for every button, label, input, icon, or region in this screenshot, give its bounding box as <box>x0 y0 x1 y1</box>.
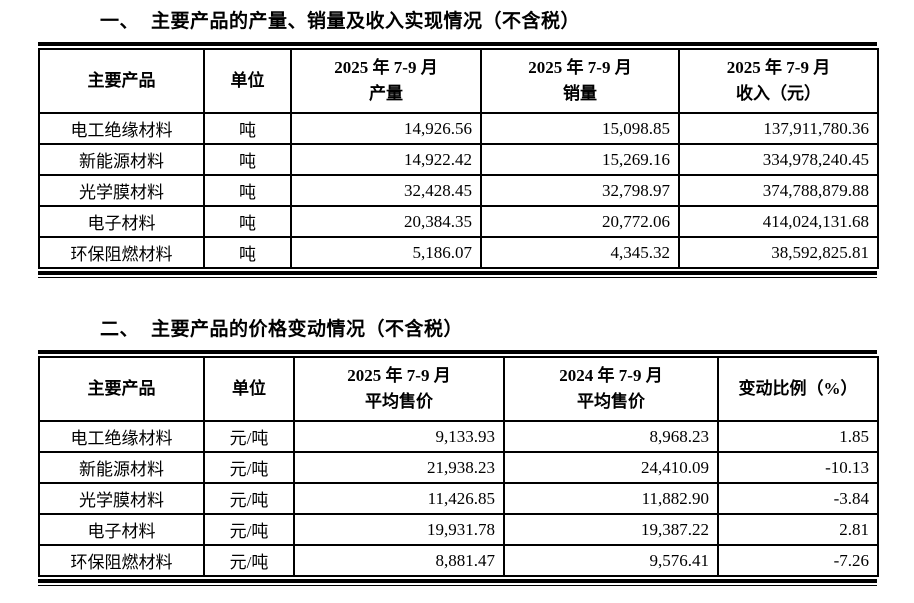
section1-title: 一、 主要产品的产量、销量及收入实现情况（不含税） <box>100 6 877 33</box>
table-row: 环保阻燃材料吨 5,186.07 4,345.32 38,592,825.81 <box>38 236 879 269</box>
product-cell: 电子材料 <box>38 513 205 546</box>
unit-cell: 吨 <box>203 236 292 269</box>
value-cell: 32,428.45 <box>290 174 482 207</box>
section2-title: 二、 主要产品的价格变动情况（不含税） <box>100 314 877 341</box>
unit-cell: 吨 <box>203 205 292 238</box>
value-cell: 2.81 <box>717 513 879 546</box>
table1-header-row: 主要产品 单位 2025 年 7-9 月 产量 2025 年 7-9 月 销量 <box>38 48 879 114</box>
col-header-revenue-2025: 2025 年 7-9 月 收入（元） <box>678 48 879 114</box>
value-cell: 24,410.09 <box>503 451 719 484</box>
product-cell: 电子材料 <box>38 205 205 238</box>
table1-body: 电工绝缘材料吨 14,926.56 15,098.85 137,911,780.36 新… <box>38 112 879 269</box>
product-cell: 新能源材料 <box>38 451 205 484</box>
col-header-avg-price-2024: 2024 年 7-9 月 平均售价 <box>503 356 719 422</box>
production-sales-revenue-table: 主要产品 单位 2025 年 7-9 月 产量 2025 年 7-9 月 销量 <box>38 42 879 275</box>
value-cell: 14,922.42 <box>290 143 482 176</box>
value-cell: 38,592,825.81 <box>678 236 879 269</box>
unit-cell: 元/吨 <box>203 451 295 484</box>
unit-cell: 吨 <box>203 174 292 207</box>
section2-title-text: 主要产品的价格变动情况（不含税） <box>151 319 464 340</box>
product-cell: 电工绝缘材料 <box>38 420 205 453</box>
value-cell: 21,938.23 <box>293 451 505 484</box>
product-cell: 电工绝缘材料 <box>38 112 205 145</box>
table1-bottom-rule <box>38 277 877 278</box>
value-cell: 4,345.32 <box>480 236 680 269</box>
col-header-output-2025: 2025 年 7-9 月 产量 <box>290 48 482 114</box>
product-cell: 光学膜材料 <box>38 174 205 207</box>
value-cell: 14,926.56 <box>290 112 482 145</box>
table-row: 光学膜材料 元/吨 11,426.85 11,882.90 -3.84 <box>38 482 879 515</box>
value-cell: 20,772.06 <box>480 205 680 238</box>
value-cell: 414,024,131.68 <box>678 205 879 238</box>
product-cell: 新能源材料 <box>38 143 205 176</box>
value-cell: 374,788,879.88 <box>678 174 879 207</box>
table-row: 电子材料吨 20,384.35 20,772.06 414,024,131.68 <box>38 205 879 238</box>
value-cell: -7.26 <box>717 544 879 577</box>
col-header-product: 主要产品 <box>38 48 205 114</box>
product-cell: 光学膜材料 <box>38 482 205 515</box>
col-header-avg-price-2025: 2025 年 7-9 月 平均售价 <box>293 356 505 422</box>
unit-cell: 吨 <box>203 143 292 176</box>
unit-cell: 吨 <box>203 112 292 145</box>
table-row: 新能源材料吨 14,922.42 15,269.16 334,978,240.45 <box>38 143 879 176</box>
price-change-table: 主要产品 单位 2025 年 7-9 月 平均售价 2024 年 7-9 月 平… <box>38 350 879 583</box>
unit-cell: 元/吨 <box>203 513 295 546</box>
table-section1: 主要产品 单位 2025 年 7-9 月 产量 2025 年 7-9 月 销量 <box>38 48 879 269</box>
table-row: 环保阻燃材料 元/吨 8,881.47 9,576.41 -7.26 <box>38 544 879 577</box>
col-header-product: 主要产品 <box>38 356 205 422</box>
product-cell: 环保阻燃材料 <box>38 544 205 577</box>
section1-title-text: 主要产品的产量、销量及收入实现情况（不含税） <box>151 11 581 32</box>
value-cell: 9,576.41 <box>503 544 719 577</box>
table2-bottom-rule <box>38 585 877 586</box>
value-cell: 19,931.78 <box>293 513 505 546</box>
value-cell: 11,426.85 <box>293 482 505 515</box>
unit-cell: 元/吨 <box>203 420 295 453</box>
unit-cell: 元/吨 <box>203 544 295 577</box>
value-cell: 9,133.93 <box>293 420 505 453</box>
col-header-sales-2025: 2025 年 7-9 月 销量 <box>480 48 680 114</box>
value-cell: 15,269.16 <box>480 143 680 176</box>
value-cell: 5,186.07 <box>290 236 482 269</box>
col-header-unit: 单位 <box>203 48 292 114</box>
value-cell: 32,798.97 <box>480 174 680 207</box>
table-section2: 主要产品 单位 2025 年 7-9 月 平均售价 2024 年 7-9 月 平… <box>38 356 879 577</box>
table-row: 电工绝缘材料 元/吨 9,133.93 8,968.23 1.85 <box>38 420 879 453</box>
value-cell: 8,968.23 <box>503 420 719 453</box>
value-cell: 334,978,240.45 <box>678 143 879 176</box>
product-cell: 环保阻燃材料 <box>38 236 205 269</box>
value-cell: -10.13 <box>717 451 879 484</box>
value-cell: 20,384.35 <box>290 205 482 238</box>
col-header-change-ratio: 变动比例（%） <box>717 356 879 422</box>
value-cell: 15,098.85 <box>480 112 680 145</box>
value-cell: 137,911,780.36 <box>678 112 879 145</box>
section1-title-number: 一、 <box>100 11 140 32</box>
col-header-unit: 单位 <box>203 356 295 422</box>
value-cell: -3.84 <box>717 482 879 515</box>
unit-cell: 元/吨 <box>203 482 295 515</box>
value-cell: 1.85 <box>717 420 879 453</box>
table-row: 电工绝缘材料吨 14,926.56 15,098.85 137,911,780.36 <box>38 112 879 145</box>
table-row: 光学膜材料吨 32,428.45 32,798.97 374,788,879.88 <box>38 174 879 207</box>
table2-body: 电工绝缘材料 元/吨 9,133.93 8,968.23 1.85 新能源材料 元/吨 21,… <box>38 420 879 577</box>
table2-header-row: 主要产品 单位 2025 年 7-9 月 平均售价 2024 年 7-9 月 平… <box>38 356 879 422</box>
section2-title-number: 二、 <box>100 319 140 340</box>
table-row: 电子材料 元/吨 19,931.78 19,387.22 2.81 <box>38 513 879 546</box>
value-cell: 8,881.47 <box>293 544 505 577</box>
value-cell: 11,882.90 <box>503 482 719 515</box>
table-row: 新能源材料 元/吨 21,938.23 24,410.09 -10.13 <box>38 451 879 484</box>
value-cell: 19,387.22 <box>503 513 719 546</box>
